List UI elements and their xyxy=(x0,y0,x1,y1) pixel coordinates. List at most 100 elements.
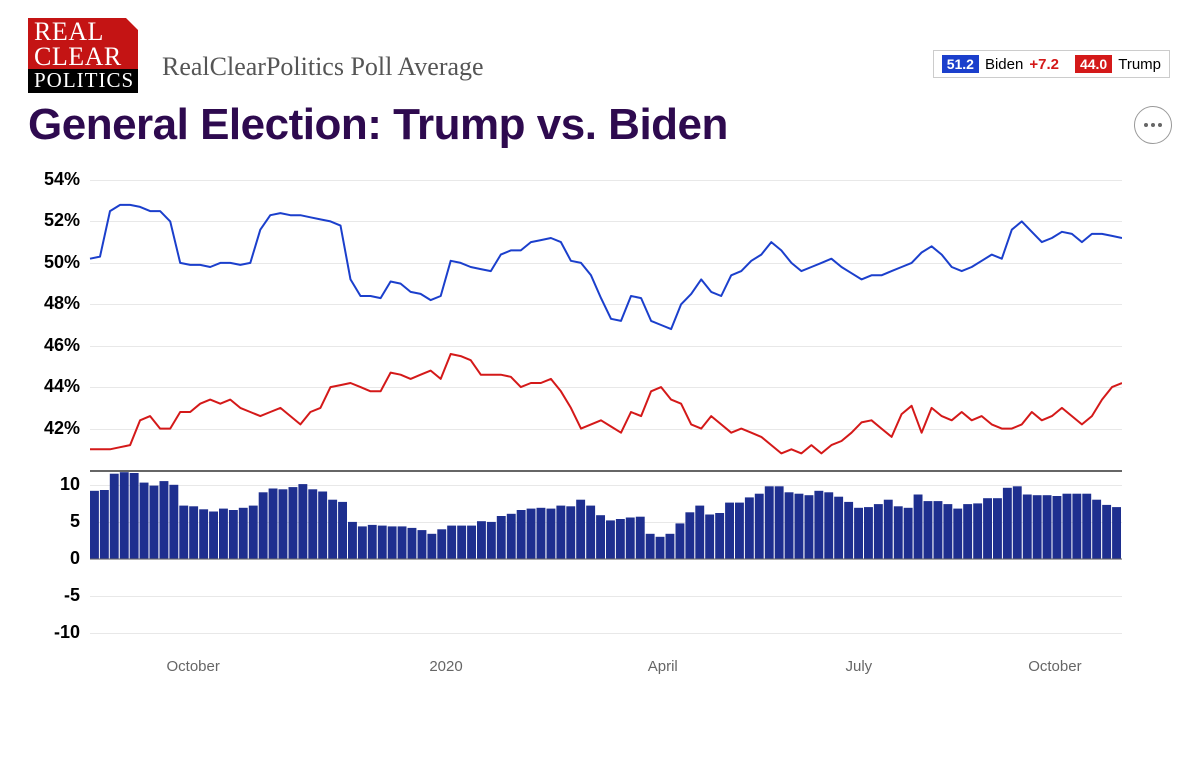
spread-bar xyxy=(715,513,724,559)
spread-bar xyxy=(100,490,109,559)
spread-bar xyxy=(894,506,903,559)
spread-bar xyxy=(824,492,833,559)
bar-chart-container: -10-50510October2020AprilJulyOctober xyxy=(0,470,1200,688)
spread-bar xyxy=(1003,488,1012,559)
x-axis-label: October xyxy=(167,658,220,675)
spread-bar xyxy=(755,494,764,559)
bar-chart-svg xyxy=(28,470,1122,648)
spread-bar xyxy=(596,515,605,559)
spread-bar xyxy=(368,525,377,559)
spread-bar xyxy=(616,519,625,559)
spread-bar xyxy=(666,534,675,559)
spread-bar xyxy=(140,483,149,559)
spread-bar xyxy=(904,508,913,559)
spread-bar xyxy=(418,530,427,559)
trump-value-badge: 44.0 xyxy=(1075,55,1112,73)
biden-line xyxy=(90,205,1122,329)
dot-icon xyxy=(1144,123,1148,127)
spread-bar xyxy=(765,486,774,559)
spread-bar xyxy=(328,500,337,559)
spread-bar xyxy=(457,526,466,559)
x-axis-label: July xyxy=(845,658,872,675)
x-axis-label: 2020 xyxy=(429,658,462,675)
spread-bar xyxy=(953,509,962,559)
spread-bar xyxy=(685,512,694,559)
spread-bar xyxy=(447,526,456,559)
title-row: General Election: Trump vs. Biden xyxy=(0,92,1200,154)
spread-bar xyxy=(298,484,307,559)
spread-bar xyxy=(1013,486,1022,559)
spread-bar xyxy=(249,506,258,559)
legend-box: 51.2 Biden +7.2 44.0 Trump xyxy=(933,50,1170,78)
spread-bar xyxy=(1112,507,1121,559)
spread-bar xyxy=(467,526,476,559)
spread-bar xyxy=(695,506,704,559)
spread-bar xyxy=(805,495,814,559)
spread-bar xyxy=(209,512,218,560)
x-axis-label: October xyxy=(1028,658,1081,675)
line-chart-container: 42%44%46%48%50%52%54% xyxy=(0,180,1200,470)
spread-bar xyxy=(606,520,615,559)
trump-label: Trump xyxy=(1118,56,1161,73)
spread-bar xyxy=(398,526,407,559)
spread-bar xyxy=(259,492,268,559)
dot-icon xyxy=(1151,123,1155,127)
spread-bar xyxy=(745,497,754,559)
spread-bar xyxy=(289,487,298,559)
spread-bar xyxy=(993,498,1002,559)
spread-bar xyxy=(269,489,278,560)
spread-bar xyxy=(90,491,99,559)
spread-bar xyxy=(884,500,893,559)
page-subtitle: RealClearPolitics Poll Average xyxy=(162,52,484,82)
spread-bar xyxy=(874,504,883,559)
spread-bar xyxy=(338,502,347,559)
spread-bar xyxy=(963,504,972,559)
spread-bar xyxy=(130,473,139,559)
spread-bar xyxy=(150,486,159,559)
spread-bar xyxy=(934,501,943,559)
bar-chart: -10-50510October2020AprilJulyOctober xyxy=(28,470,1122,688)
spread-bar xyxy=(924,501,933,559)
spread-bar xyxy=(1102,505,1111,559)
spread-bar xyxy=(834,497,843,559)
spread-bar xyxy=(626,518,635,560)
spread-bar xyxy=(814,491,823,559)
spread-bar xyxy=(507,514,516,559)
spread-bar xyxy=(566,506,575,559)
spread-bar xyxy=(318,492,327,560)
spread-bar xyxy=(239,508,248,559)
x-axis-label: April xyxy=(648,658,678,675)
spread-bar xyxy=(179,506,188,559)
trump-line xyxy=(90,354,1122,453)
spread-bar xyxy=(795,494,804,559)
biden-label: Biden xyxy=(985,56,1023,73)
spread-bar xyxy=(983,498,992,559)
spread-bar xyxy=(725,503,734,559)
spread-bar xyxy=(973,503,982,559)
spread-bar xyxy=(1033,495,1042,559)
spread-bar xyxy=(160,481,169,559)
spread-bar xyxy=(646,534,655,559)
spread-bar xyxy=(785,492,794,559)
spread-bar xyxy=(775,486,784,559)
logo-bottom: POLITICS xyxy=(28,69,138,93)
rcp-logo: REALCLEAR POLITICS xyxy=(28,18,138,88)
spread-bar xyxy=(547,509,556,559)
line-chart: 42%44%46%48%50%52%54% xyxy=(28,180,1122,470)
more-options-button[interactable] xyxy=(1134,106,1172,144)
spread-bar xyxy=(1023,495,1032,560)
spread-bar xyxy=(844,502,853,559)
spread-bar xyxy=(576,500,585,559)
spread-bar xyxy=(348,522,357,559)
logo-top: REALCLEAR xyxy=(28,18,138,69)
spread-bar xyxy=(497,516,506,559)
spread-bar xyxy=(189,506,198,559)
spread-bar xyxy=(199,509,208,559)
header: REALCLEAR POLITICS RealClearPolitics Pol… xyxy=(0,0,1200,92)
spread-bar xyxy=(427,534,436,559)
spread-bar xyxy=(169,485,178,559)
spread-bar xyxy=(943,504,952,559)
spread-bar xyxy=(1043,495,1052,559)
spread-bar xyxy=(219,509,228,559)
spread-bar xyxy=(308,489,317,559)
